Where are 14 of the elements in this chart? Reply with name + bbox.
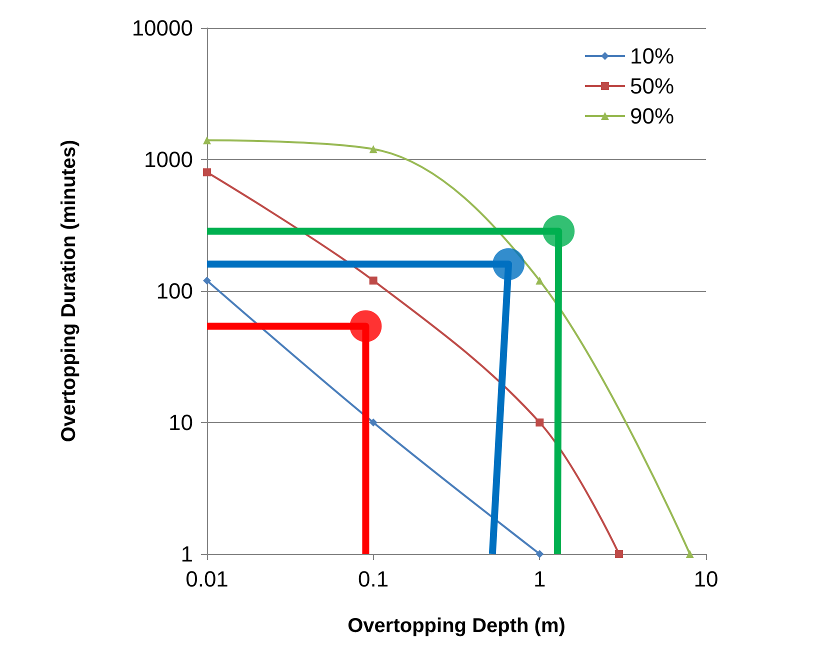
y-tick-label: 10 xyxy=(168,410,193,435)
y-tick-label: 1000 xyxy=(144,147,193,172)
x-tick-label: 10 xyxy=(694,566,718,592)
y-axis-title: Overtopping Duration (minutes) xyxy=(58,140,80,442)
x-axis-title: Overtopping Depth (m) xyxy=(348,615,566,637)
x-tick-label: 0.01 xyxy=(186,566,228,592)
y-tick-label: 10000 xyxy=(132,16,193,40)
legend-label: 10% xyxy=(630,44,674,68)
legend-label: 50% xyxy=(630,74,674,98)
legend-label: 90% xyxy=(630,104,674,128)
y-tick-label: 100 xyxy=(156,278,193,304)
x-tick-label: 1 xyxy=(534,566,546,592)
y-tick-label: 1 xyxy=(180,542,193,566)
x-tick-label: 0.1 xyxy=(358,566,389,592)
